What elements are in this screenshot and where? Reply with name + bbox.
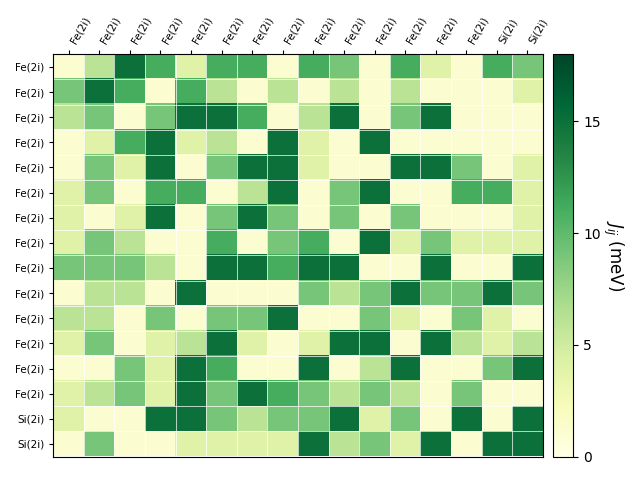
Y-axis label: $J_{ij}$ (meV): $J_{ij}$ (meV) — [602, 220, 626, 291]
